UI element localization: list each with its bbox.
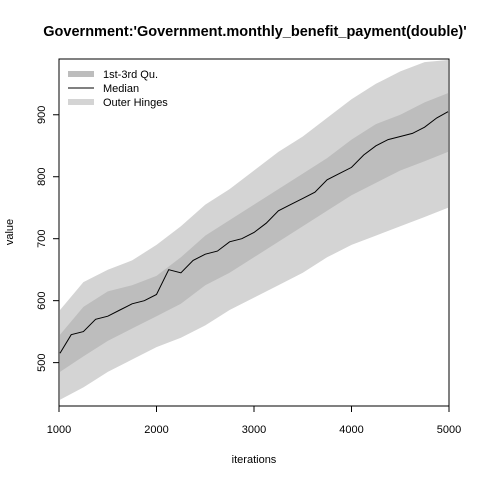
legend: 1st-3rd Qu. Median Outer Hinges [68, 69, 168, 109]
x-axis-label: iterations [232, 454, 277, 466]
y-axis: 500 600 700 800 900 [36, 106, 59, 372]
bands-layer [60, 60, 448, 400]
y-tick-label: 500 [36, 353, 48, 371]
legend-label-iqr: 1st-3rd Qu. [103, 69, 158, 81]
y-axis-label: value [4, 219, 16, 245]
legend-label-median: Median [103, 83, 139, 95]
y-tick-label: 900 [36, 106, 48, 124]
x-axis: 1000 2000 3000 4000 5000 [47, 406, 461, 436]
x-tick-label: 3000 [242, 424, 266, 436]
x-tick-label: 2000 [144, 424, 168, 436]
legend-label-outer-hinges: Outer Hinges [103, 97, 168, 109]
x-tick-label: 1000 [47, 424, 71, 436]
x-tick-label: 5000 [437, 424, 461, 436]
y-tick-label: 800 [36, 168, 48, 186]
y-tick-label: 600 [36, 291, 48, 309]
chart-title: Government:'Government.monthly_benefit_p… [43, 24, 466, 40]
x-tick-label: 4000 [339, 424, 363, 436]
y-tick-label: 700 [36, 230, 48, 248]
